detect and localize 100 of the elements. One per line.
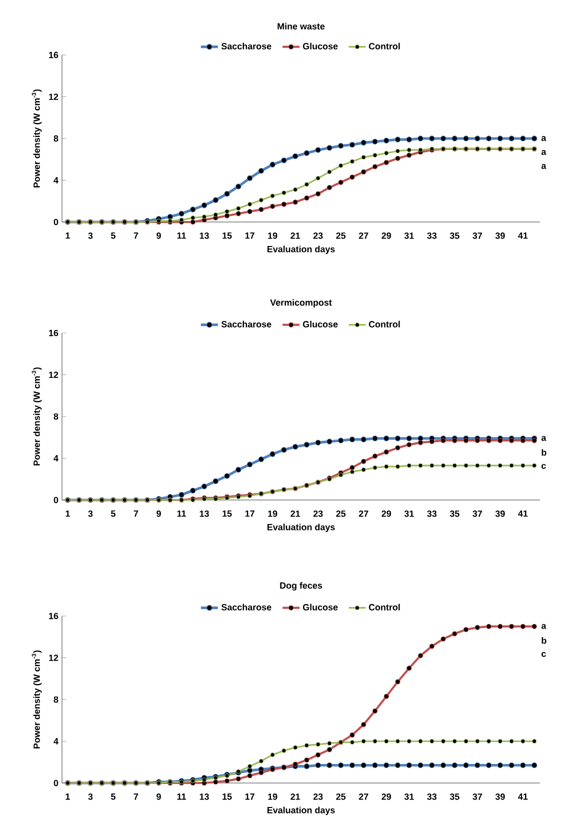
x-tick-label: 23 <box>313 794 323 800</box>
x-tick-label: 19 <box>268 794 278 800</box>
x-tick-label: 15 <box>222 510 232 517</box>
x-tick-label: 19 <box>268 510 278 517</box>
text: b <box>542 449 546 456</box>
x-tick-label: 9 <box>156 510 161 517</box>
x-tick-label: 1 <box>66 232 70 239</box>
text: b <box>542 637 546 644</box>
x-tick-label: 9 <box>156 232 161 239</box>
x-tick-label: 19 <box>268 232 278 239</box>
x-tick-label: 3 <box>88 510 93 517</box>
chart-title: Vermicompost <box>270 299 332 308</box>
legend-label: Saccharose <box>221 604 272 610</box>
text: a <box>541 436 546 441</box>
x-tick-label: 33 <box>427 510 437 517</box>
x-tick-label: 35 <box>450 510 460 517</box>
x-tick-label: 5 <box>111 794 116 800</box>
x-tick-label: 3 <box>88 794 93 800</box>
x-tick-label: 15 <box>222 794 232 800</box>
x-tick-label: 11 <box>177 794 186 800</box>
y-tick-label: 8 <box>54 413 58 420</box>
x-tick-label: 31 <box>404 510 414 517</box>
x-tick-label: 25 <box>336 510 346 517</box>
x-tick-label: 37 <box>472 232 482 239</box>
text: c <box>542 652 546 657</box>
y-tick-label: 16 <box>49 612 58 620</box>
legend-label: Control <box>368 604 400 610</box>
x-tick-label: 31 <box>404 232 414 239</box>
x-tick-label: 21 <box>290 232 300 239</box>
y-tick-label: 0 <box>54 496 58 504</box>
x-tick-label: 29 <box>382 794 392 800</box>
x-tick-label: 1 <box>66 510 70 517</box>
x-tick-label: 11 <box>177 510 186 517</box>
chart-title: Dog feces <box>280 582 322 591</box>
x-tick-label: 17 <box>245 794 254 800</box>
x-tick-label: 13 <box>200 510 209 517</box>
legend-label: Control <box>368 42 400 50</box>
x-tick-label: 25 <box>336 232 346 239</box>
x-tick-label: 15 <box>222 232 232 239</box>
x-tick-label: 17 <box>245 510 254 517</box>
x-tick-label: 1 <box>66 794 70 800</box>
x-tick-label: 37 <box>472 794 482 800</box>
y-tick-label: 12 <box>49 372 58 378</box>
x-tick-label: 7 <box>134 510 138 517</box>
x-axis-title: Evaluation days <box>267 246 335 254</box>
text: a <box>541 150 546 155</box>
y-tick-label: 12 <box>49 94 58 100</box>
y-axis-title: Power density (W cm$^{-3}$) <box>32 89 42 188</box>
y-tick-label: 4 <box>54 177 58 184</box>
x-tick-label: 17 <box>245 232 254 239</box>
x-tick-label: 25 <box>336 794 346 800</box>
text: a <box>541 136 546 141</box>
x-tick-label: 41 <box>518 510 528 517</box>
x-tick-label: 3 <box>88 232 93 239</box>
legend-label: Glucose <box>302 320 338 328</box>
x-tick-label: 9 <box>156 794 161 800</box>
x-tick-label: 13 <box>200 232 209 239</box>
y-axis-title: Power density (W cm$^{-3}$) <box>32 650 42 748</box>
y-axis-title: Power density (W cm$^{-3}$) <box>32 367 42 466</box>
legend-label: Saccharose <box>221 42 272 50</box>
x-tick-label: 39 <box>495 232 505 239</box>
x-tick-label: 21 <box>290 510 300 517</box>
chart-title: Mine waste <box>278 22 325 30</box>
x-tick-label: 41 <box>518 794 528 800</box>
x-tick-label: 29 <box>382 510 392 517</box>
x-tick-label: 33 <box>427 232 437 239</box>
x-axis-title: Evaluation days <box>267 806 335 816</box>
text: a <box>541 164 546 169</box>
x-tick-label: 29 <box>382 232 392 239</box>
text: a <box>541 624 546 629</box>
y-tick-label: 0 <box>54 218 58 226</box>
x-tick-label: 11 <box>177 232 186 239</box>
x-tick-label: 23 <box>313 510 323 517</box>
x-tick-label: 27 <box>358 232 368 239</box>
y-tick-label: 0 <box>54 780 58 786</box>
y-tick-label: 4 <box>54 738 58 744</box>
x-tick-label: 13 <box>200 794 209 800</box>
x-tick-label: 27 <box>358 510 368 517</box>
y-tick-label: 8 <box>54 696 58 703</box>
legend-label: Saccharose <box>221 320 272 328</box>
x-tick-label: 7 <box>134 794 138 800</box>
y-tick-label: 8 <box>54 135 58 142</box>
x-tick-label: 37 <box>472 510 482 517</box>
x-tick-label: 5 <box>111 232 116 239</box>
x-tick-label: 39 <box>495 510 505 517</box>
y-tick-label: 16 <box>49 52 58 58</box>
legend-label: Control <box>368 320 400 328</box>
x-tick-label: 5 <box>111 510 116 517</box>
text: c <box>542 464 546 469</box>
x-tick-label: 21 <box>290 794 300 800</box>
x-tick-label: 31 <box>404 794 414 800</box>
x-tick-label: 35 <box>450 794 460 800</box>
x-tick-label: 35 <box>450 232 460 239</box>
x-axis-title: Evaluation days <box>267 524 335 532</box>
x-tick-label: 33 <box>427 794 437 800</box>
x-tick-label: 41 <box>518 232 528 239</box>
x-tick-label: 7 <box>134 232 138 239</box>
y-tick-label: 4 <box>54 455 58 462</box>
x-tick-label: 39 <box>495 794 505 800</box>
y-tick-label: 12 <box>49 654 58 661</box>
